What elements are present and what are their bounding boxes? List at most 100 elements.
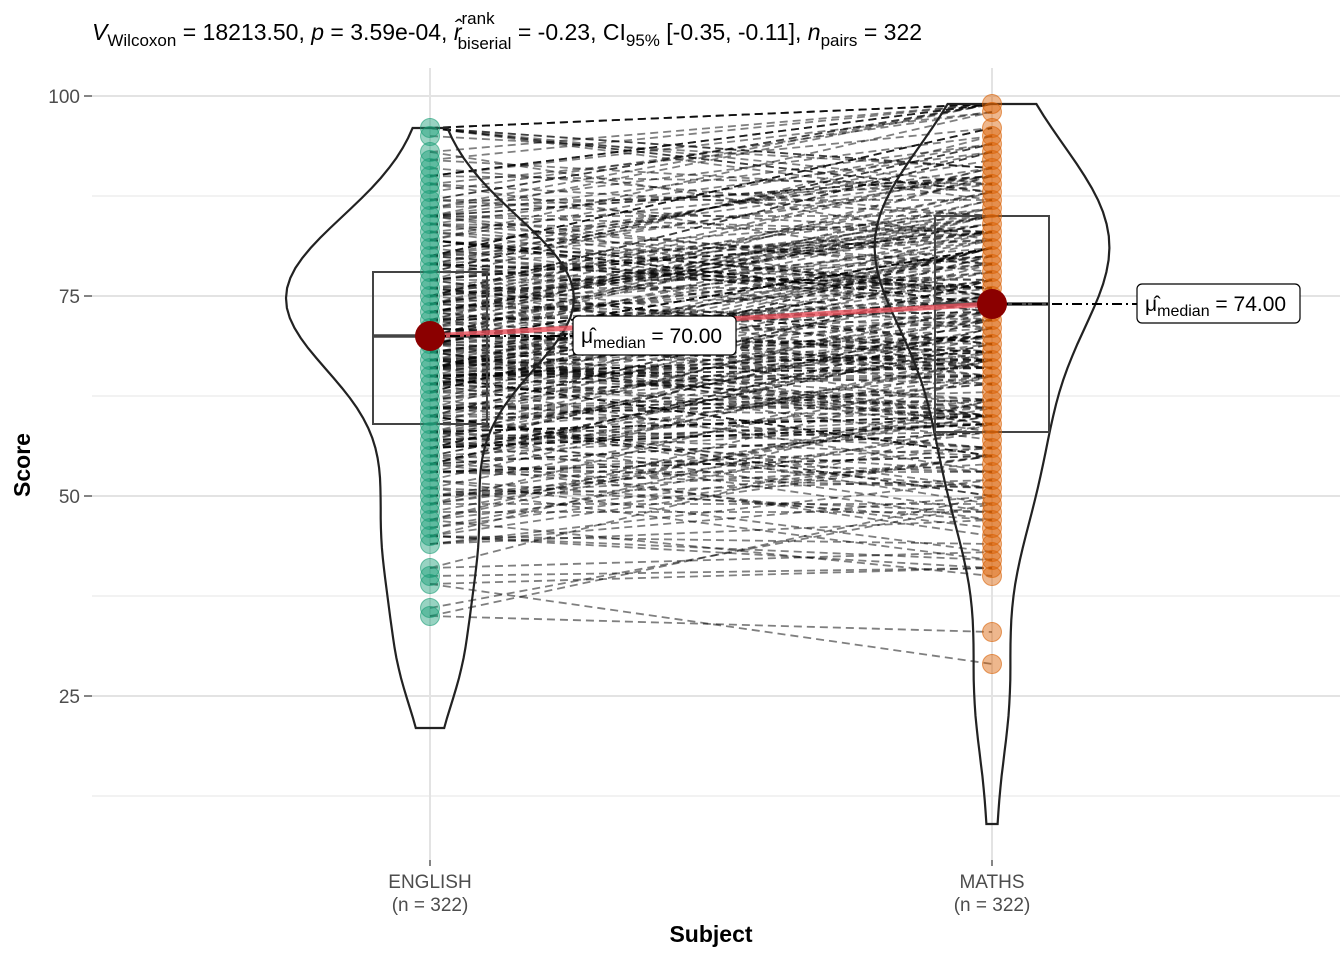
median-value-maths: = 74.00: [1210, 293, 1286, 316]
pair-line: [429, 279, 993, 345]
pair-line: [429, 519, 993, 577]
point-maths: [982, 654, 1002, 674]
point-maths: [982, 342, 1002, 362]
pair-line: [429, 167, 993, 217]
pair-line: [429, 207, 993, 313]
y-axis-ticks: 25 50 75 100: [48, 87, 92, 708]
point-maths: [982, 470, 1002, 490]
pair-line: [429, 583, 993, 665]
point-english: [420, 126, 440, 146]
point-english: [420, 182, 440, 202]
pair-line: [429, 343, 993, 369]
pair-line: [429, 399, 993, 449]
median-label-english: μ̂median = 70.00: [572, 315, 737, 356]
effect-symbol: r̂: [454, 18, 463, 45]
pair-line: [429, 319, 993, 449]
point-english: [420, 414, 440, 434]
pair-line: [429, 367, 993, 377]
point-english: [420, 150, 440, 170]
pair-line: [429, 399, 993, 449]
point-english: [420, 534, 440, 554]
pair-line: [429, 335, 993, 417]
pair-line: [429, 295, 993, 353]
pair-line: [429, 255, 993, 289]
point-maths: [982, 478, 1002, 498]
point-maths: [982, 622, 1002, 642]
pair-line: [429, 263, 993, 321]
point-maths: [982, 366, 1002, 386]
median-label-maths: μ̂median = 74.00: [1136, 283, 1301, 324]
median-sub-maths: median: [1157, 303, 1209, 320]
point-english: [420, 230, 440, 250]
point-english: [420, 422, 440, 442]
pair-line: [429, 471, 993, 489]
point-english: [420, 198, 440, 218]
pair-line: [429, 303, 993, 321]
pair-line: [429, 231, 993, 305]
point-maths: [982, 526, 1002, 546]
point-maths: [982, 542, 1002, 562]
pair-line: [429, 215, 993, 289]
pair-line: [429, 423, 993, 569]
pair-line: [429, 383, 993, 433]
pair-line: [429, 239, 993, 273]
point-english: [420, 558, 440, 578]
point-maths: [982, 222, 1002, 242]
point-english: [420, 406, 440, 426]
pair-line: [429, 479, 993, 521]
point-english: [420, 118, 440, 138]
point-maths: [982, 214, 1002, 234]
pair-line: [429, 415, 993, 505]
point-english: [420, 286, 440, 306]
pair-line: [429, 503, 993, 609]
y-tick-label: 50: [59, 487, 80, 508]
pair-line: [429, 215, 993, 345]
point-english: [420, 390, 440, 410]
point-english: [420, 262, 440, 282]
point-english: [420, 478, 440, 498]
point-english: [420, 278, 440, 298]
pair-line: [429, 279, 993, 369]
pair-line: [429, 439, 993, 489]
point-english: [420, 206, 440, 226]
point-maths: [982, 182, 1002, 202]
point-english: [420, 246, 440, 266]
point-maths: [982, 198, 1002, 218]
pair-line: [429, 231, 993, 297]
pair-line: [429, 479, 993, 545]
point-english: [420, 566, 440, 586]
pair-line: [429, 351, 993, 385]
pair-line: [429, 415, 993, 489]
pair-line: [429, 231, 993, 297]
point-maths: [982, 422, 1002, 442]
point-maths: [982, 430, 1002, 450]
point-english: [420, 374, 440, 394]
pair-line: [429, 359, 993, 465]
effect-sub: biserial: [458, 34, 512, 53]
n-symbol: n: [808, 19, 821, 45]
point-maths: [982, 142, 1002, 162]
pair-line: [429, 327, 993, 377]
pair-line: [429, 431, 993, 513]
pair-line: [429, 151, 993, 225]
pair-line: [429, 311, 993, 321]
pair-line: [429, 135, 993, 169]
violin-maths: [873, 102, 1111, 826]
pair-line: [429, 127, 993, 185]
point-english: [420, 526, 440, 546]
point-english: [420, 166, 440, 186]
point-maths: [982, 118, 1002, 138]
point-english: [420, 598, 440, 618]
pair-line: [429, 383, 993, 473]
point-maths: [982, 158, 1002, 178]
point-maths: [982, 238, 1002, 258]
median-point-maths: [977, 289, 1007, 319]
p-symbol: p: [310, 19, 324, 45]
point-maths: [982, 494, 1002, 514]
point-maths: [982, 190, 1002, 210]
pair-line: [429, 207, 993, 337]
pair-line: [429, 447, 993, 497]
pair-line: [429, 199, 993, 233]
point-english: [420, 470, 440, 490]
pair-line: [429, 199, 993, 337]
